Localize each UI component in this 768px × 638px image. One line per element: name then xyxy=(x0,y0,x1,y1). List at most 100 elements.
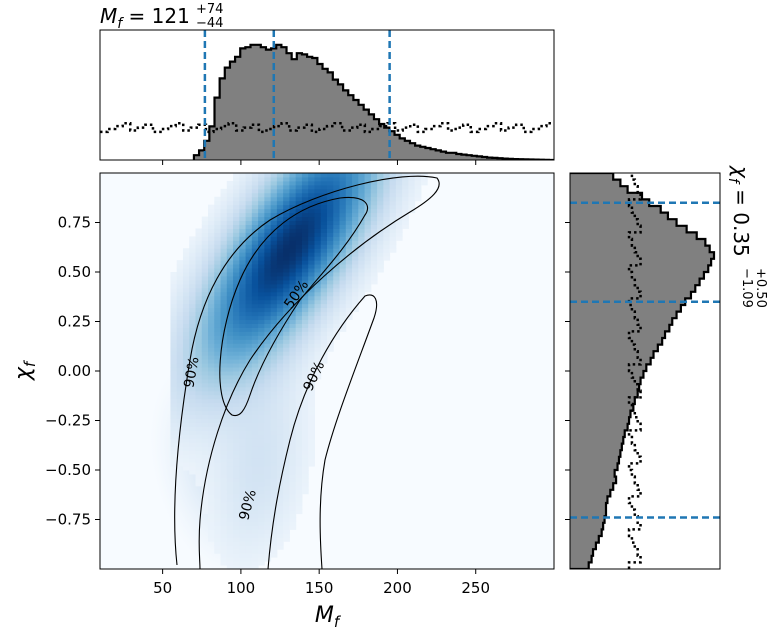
density-cell xyxy=(201,446,209,451)
density-cell xyxy=(314,216,322,222)
density-cell xyxy=(201,355,209,360)
density-cell xyxy=(195,418,203,423)
density-cell xyxy=(333,323,341,328)
density-cell xyxy=(258,359,265,364)
density-cell xyxy=(239,260,247,265)
density-cell xyxy=(239,426,247,431)
density-cell xyxy=(251,212,259,218)
density-cell xyxy=(295,497,303,503)
density-cell xyxy=(289,402,297,408)
density-cell xyxy=(251,430,259,435)
density-cell xyxy=(301,359,309,364)
density-cell xyxy=(258,438,265,443)
density-cell xyxy=(264,434,272,439)
density-cell xyxy=(270,477,278,483)
density-cell xyxy=(251,402,259,408)
density-cell xyxy=(320,331,328,336)
density-cell xyxy=(276,434,284,439)
density-cell xyxy=(233,192,240,198)
density-cell xyxy=(239,406,247,412)
density-cell xyxy=(208,485,215,491)
density-cell xyxy=(264,287,272,293)
density-cell xyxy=(283,335,290,340)
density-cell xyxy=(176,394,184,400)
density-cell xyxy=(245,553,253,558)
density-cell xyxy=(320,188,328,194)
density-cell xyxy=(195,398,203,404)
density-cell xyxy=(301,442,309,447)
density-cell xyxy=(220,529,228,534)
density-cell xyxy=(270,485,278,491)
density-cell xyxy=(289,446,297,451)
density-cell xyxy=(220,442,228,447)
density-cell xyxy=(233,473,240,479)
density-cell xyxy=(314,327,322,332)
right-title-main: χ xyxy=(729,165,753,179)
density-cell xyxy=(276,303,284,309)
density-cell xyxy=(189,236,196,241)
density-cell xyxy=(226,386,234,392)
density-cell xyxy=(226,327,234,332)
density-cell xyxy=(239,363,247,368)
density-cell xyxy=(358,176,366,182)
density-cell xyxy=(251,180,259,186)
density-cell xyxy=(352,224,359,229)
right-marginal-histogram: χf = 0.35 +0.50 −1.09 xyxy=(565,165,768,570)
density-cell xyxy=(339,173,347,178)
density-cell xyxy=(358,232,366,237)
density-cell xyxy=(377,252,384,257)
density-cell xyxy=(258,180,265,186)
density-cell xyxy=(370,208,378,214)
density-cell xyxy=(233,410,240,416)
density-cell xyxy=(208,394,215,400)
density-cell xyxy=(189,414,196,420)
density-cell xyxy=(251,549,259,554)
density-cell xyxy=(358,196,366,202)
density-cell xyxy=(270,196,278,202)
density-cell xyxy=(339,196,347,202)
density-cell xyxy=(226,228,234,233)
density-cell xyxy=(176,462,184,467)
density-cell xyxy=(220,192,228,198)
density-cell xyxy=(295,355,303,360)
density-cell xyxy=(239,458,247,463)
right-bar xyxy=(570,318,673,326)
density-cell xyxy=(226,331,234,336)
density-cell xyxy=(301,367,309,372)
density-cell xyxy=(276,260,284,265)
density-cell xyxy=(283,200,290,206)
density-cell xyxy=(176,402,184,408)
density-cell xyxy=(289,466,297,471)
density-cell xyxy=(220,458,228,463)
density-cell xyxy=(220,398,228,404)
density-cell xyxy=(276,264,284,269)
density-cell xyxy=(276,359,284,364)
density-cell xyxy=(389,232,397,237)
density-cell xyxy=(251,303,259,309)
density-cell xyxy=(276,295,284,301)
density-cell xyxy=(295,224,303,229)
right-bar xyxy=(570,258,712,266)
density-cell xyxy=(327,331,334,336)
density-cell xyxy=(239,386,247,392)
density-cell xyxy=(276,232,284,237)
density-cell xyxy=(283,462,290,467)
density-cell xyxy=(189,363,196,368)
top-bar xyxy=(291,59,298,160)
density-cell xyxy=(276,529,284,534)
density-cell xyxy=(389,196,397,202)
density-cell xyxy=(239,513,247,519)
density-cell xyxy=(245,470,253,475)
density-cell xyxy=(301,489,309,495)
density-cell xyxy=(327,327,334,332)
density-cell xyxy=(258,541,265,546)
density-cell xyxy=(283,339,290,344)
density-cell xyxy=(208,466,215,471)
density-cell xyxy=(239,446,247,451)
density-cell xyxy=(308,347,315,352)
density-cell xyxy=(176,291,184,297)
density-cell xyxy=(402,204,409,210)
density-cell xyxy=(333,173,341,178)
density-cell xyxy=(226,355,234,360)
top-marginal-title: Mf = 121 xyxy=(100,4,190,32)
